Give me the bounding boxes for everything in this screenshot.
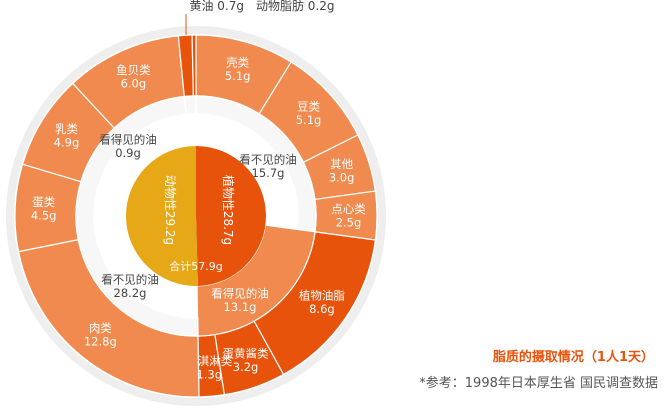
chart-caption-title: 脂质的摄取情况（1人1天）: [492, 350, 654, 365]
outer-label-10: 鱼贝类 6.0g: [116, 63, 151, 91]
chart-source-note: *参考：1998年日本厚生省 国民调查数据: [419, 376, 658, 391]
outer-label-9: 乳类 4.9g: [54, 122, 80, 150]
middle-label-2: 看不见的油 28.2g: [101, 272, 159, 300]
middle-slice-3: [183, 95, 197, 116]
middle-label-1: 看得见的油 13.1g: [211, 286, 269, 314]
sliver-labels: 黄油 0.7g 动物脂肪 0.2g: [189, 0, 334, 13]
middle-label-3: 看得见的油 0.9g: [99, 132, 157, 160]
outer-label-7: 肉类 12.8g: [84, 321, 117, 349]
inner-label-plant: 植物性28.7g: [221, 175, 236, 245]
middle-label-0: 看不见的油 15.7g: [239, 152, 297, 180]
inner-slice-1: [125, 146, 198, 286]
inner-slice-0: [196, 146, 266, 286]
outer-label-5: 蛋黄酱类 3.2g: [223, 346, 269, 374]
outer-label-2: 其他 3.0g: [329, 157, 355, 185]
outer-label-4: 植物油脂 8.6g: [299, 288, 345, 316]
outer-slice-12: [191, 34, 197, 97]
outer-label-3: 点心类 2.5g: [331, 202, 366, 230]
outer-label-8: 蛋类 4.5g: [31, 195, 57, 223]
outer-label-0: 壳类 5.1g: [225, 56, 251, 84]
inner-total-label: 合计57.9g: [169, 259, 222, 273]
inner-label-animal: 动物性29.2g: [163, 175, 177, 245]
outer-label-1: 豆类 5.1g: [296, 99, 322, 127]
